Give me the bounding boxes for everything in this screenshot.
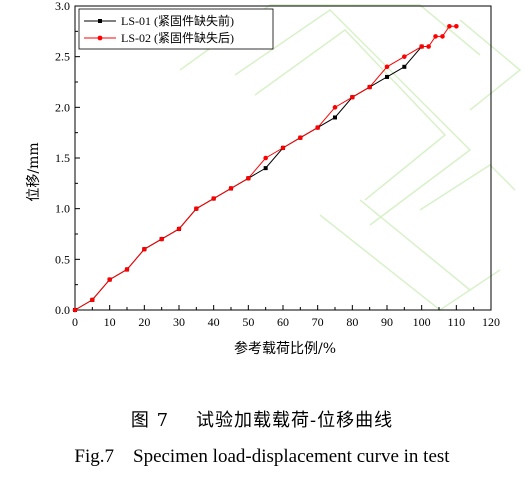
data-point-series-1	[333, 115, 337, 120]
x-tick-label: 60	[277, 315, 289, 329]
data-point-series-2	[454, 23, 459, 29]
data-point-series-1	[385, 74, 389, 79]
x-tick-label: 90	[381, 315, 393, 329]
data-point-series-2	[124, 267, 130, 272]
y-tick-label: 1.0	[55, 202, 70, 216]
data-point-series-2	[367, 84, 372, 90]
data-point-series-2	[402, 54, 407, 59]
y-axis-label: 位移/mm	[26, 142, 42, 201]
data-point-series-2	[440, 34, 445, 39]
y-tick-label: 2.0	[55, 100, 70, 114]
x-tick-label: 120	[482, 315, 500, 329]
y-tick-label: 2.5	[55, 50, 70, 64]
data-point-series-2	[228, 186, 234, 191]
data-point-series-2	[426, 44, 431, 49]
data-point-series-2	[315, 125, 320, 130]
data-point-series-2	[280, 145, 286, 151]
y-tick-label: 0.0	[55, 303, 70, 317]
x-tick-label: 30	[173, 315, 185, 329]
data-point-series-1	[263, 166, 268, 171]
watermark	[179, 4, 522, 311]
x-axis-label: 参考载荷比例/%	[234, 340, 336, 357]
data-point-series-2	[419, 44, 424, 49]
legend-label-ls02: LS-02 (紧固件缺失后)	[121, 30, 234, 45]
x-tick-label: 10	[104, 315, 116, 329]
data-point-series-2	[263, 155, 268, 161]
legend: LS-01 (紧固件缺失前) LS-02 (紧固件缺失后)	[78, 8, 274, 50]
legend-marker-ls01	[98, 19, 102, 23]
y-tick-label: 1.5	[55, 151, 70, 165]
data-point-series-2	[447, 23, 452, 29]
x-tick-label: 20	[138, 315, 150, 329]
data-point-series-2	[90, 297, 95, 303]
data-point-series-2	[142, 246, 147, 252]
data-point-series-2	[72, 307, 78, 313]
data-point-series-2	[350, 94, 355, 100]
figure-caption-cn: 图 7 试验加载载荷-位移曲线	[130, 410, 394, 431]
data-point-series-2	[384, 64, 390, 70]
y-tick-label: 3.0	[55, 0, 70, 13]
data-point-series-2	[298, 135, 303, 141]
data-point-series-2	[246, 175, 251, 181]
x-tick-label: 40	[208, 315, 220, 329]
x-tick-label: 70	[312, 315, 324, 329]
data-point-series-2	[433, 34, 438, 39]
x-tick-label: 50	[242, 315, 254, 329]
data-point-series-2	[332, 105, 338, 110]
x-tick-label: 110	[448, 315, 466, 329]
legend-box	[78, 8, 274, 50]
plot-frame	[74, 5, 492, 311]
data-point-series-2	[194, 206, 199, 211]
y-tick-label: 0.5	[55, 252, 70, 266]
data-point-series-1	[402, 64, 407, 69]
chart: 0 10 20 30 40 50 60 70 80 90 100 110 120 0.0 0.5 1.0 1.5…	[26, 0, 522, 357]
x-tick-label: 0	[72, 315, 78, 329]
plot-area: 0 10 20 30 40 50 60 70 80 90 100 110 120 0.0 0.5 1.0 1.5…	[55, 0, 500, 329]
data-point-series-2	[159, 236, 164, 242]
x-tick-label: 80	[346, 315, 358, 329]
data-point-series-2	[107, 277, 112, 282]
figure-caption-en: Fig.7 Specimen load-displacement curve i…	[74, 446, 450, 467]
legend-marker-ls02	[97, 35, 103, 41]
x-tick-label: 100	[413, 315, 431, 329]
legend-label-ls01: LS-01 (紧固件缺失前)	[121, 13, 234, 28]
data-point-series-2	[211, 196, 216, 201]
data-point-series-2	[176, 226, 182, 232]
